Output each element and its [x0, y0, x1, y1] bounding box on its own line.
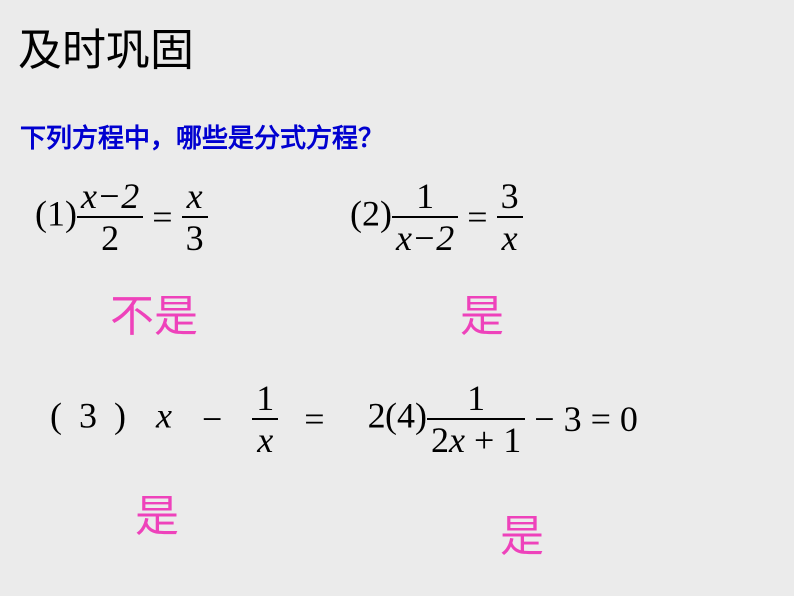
eq-sign: = [152, 197, 181, 237]
answer-4: 是 [500, 500, 544, 564]
eq1-lhs-den: 2 [77, 216, 143, 256]
eq3-num: 3 [79, 395, 101, 435]
equation-2: (2) 1 x−2 = 3 x [350, 178, 523, 256]
eq2-rhs-den: x [502, 218, 518, 258]
eq2-lhs-num: 1 [392, 178, 458, 216]
answer-1: 不是 [110, 280, 198, 344]
answer-2: 是 [460, 280, 504, 344]
eq1-lhs-num: x−2 [81, 176, 139, 216]
page-title: 及时巩固 [18, 14, 194, 78]
eq2-rhs-num: 3 [497, 178, 523, 216]
eq2-label: (2) [350, 193, 392, 233]
question-prompt: 下列方程中，哪些是分式方程？ [20, 118, 384, 155]
eq3-paren-open: ( [50, 395, 66, 435]
eq1-label: (1) [35, 193, 77, 233]
eq-sign: = [467, 197, 496, 237]
eq3-var: x [156, 395, 176, 435]
eq3-frac-num: 1 [252, 380, 278, 418]
eq3-paren-close: ) [114, 395, 130, 435]
eq3-eq: = [304, 399, 328, 439]
eq2-lhs-den: x−2 [396, 218, 454, 258]
eq4-label: (4) [385, 395, 427, 435]
equation-4: (4) 1 2x + 1 − 3 = 0 [385, 380, 638, 458]
eq3-minus: − [202, 399, 226, 439]
eq1-rhs-num: x [187, 176, 203, 216]
eq4-frac-den: 2x + 1 [431, 420, 521, 460]
eq4-frac-num: 1 [427, 380, 525, 418]
equation-3: ( 3 ) x − 1 x = 2 [50, 380, 390, 458]
eq1-rhs-den: 3 [182, 216, 208, 256]
answer-3: 是 [135, 480, 179, 544]
eq4-tail: − 3 = 0 [534, 399, 638, 439]
equation-1: (1) x−2 2 = x 3 [35, 178, 208, 256]
eq3-frac-den: x [257, 420, 273, 460]
